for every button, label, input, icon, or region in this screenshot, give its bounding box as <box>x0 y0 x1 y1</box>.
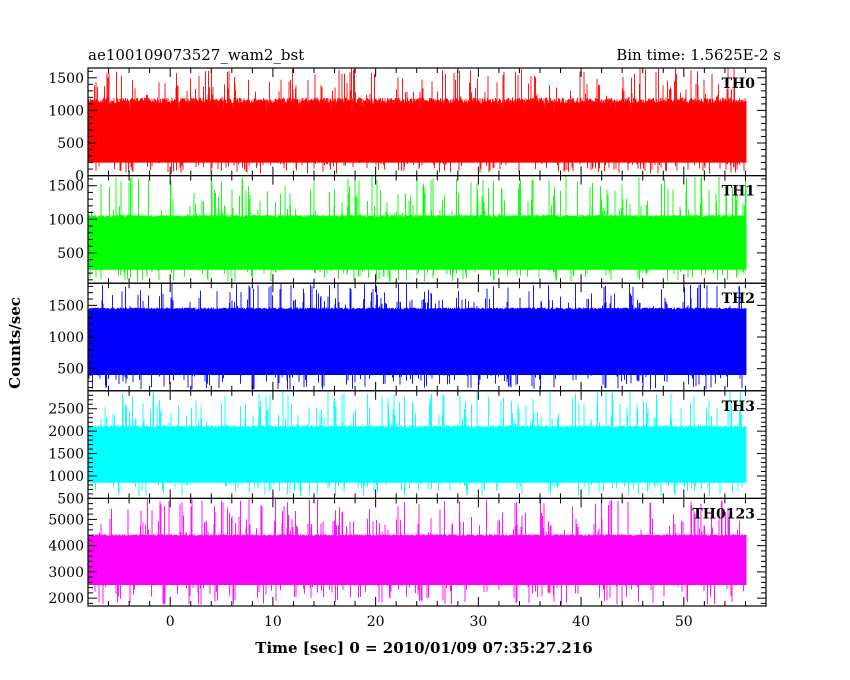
panel-th3: 500 1000 1500 2000 2500 TH3 <box>48 390 767 507</box>
panel-th1: 500 1000 1500 TH1 <box>48 175 767 284</box>
y-tick-label: 500 <box>57 491 84 507</box>
y-tick-label: 0 <box>75 169 84 185</box>
bin-time-label: Bin time: 1.5625E-2 s <box>616 46 781 64</box>
series-th1 <box>88 175 747 282</box>
y-tick-label: 1000 <box>48 212 84 228</box>
y-tick-label: 3000 <box>48 565 84 581</box>
panel-th0: 0 500 1000 1500 TH0 <box>48 67 767 185</box>
x-tick-label: 40 <box>572 614 590 630</box>
y-tick-label: 1500 <box>48 179 84 195</box>
panel-label: TH2 <box>722 291 755 307</box>
y-tick-label: 2500 <box>48 402 84 418</box>
series-th2 <box>88 283 747 390</box>
x-tick-label: 20 <box>367 614 385 630</box>
x-tick-label: 0 <box>166 614 175 630</box>
panel-th2: 500 1000 1500 TH2 <box>48 282 767 392</box>
panel-label: TH0123 <box>692 506 755 522</box>
y-tick-label: 1000 <box>48 330 84 346</box>
y-tick-label: 500 <box>57 362 84 378</box>
x-tick-label: 50 <box>675 614 693 630</box>
figure-title: ae100109073527_wam2_bst <box>88 46 304 64</box>
y-tick-label: 1000 <box>48 103 84 119</box>
y-tick-label: 1500 <box>48 298 84 314</box>
panel-label: TH0 <box>722 76 756 92</box>
x-axis-label: Time [sec] 0 = 2010/01/09 07:35:27.216 <box>255 639 592 657</box>
y-tick-label: 500 <box>57 246 84 262</box>
panel-label: TH1 <box>722 184 755 200</box>
series-th0 <box>88 68 747 174</box>
panel-th0123: 2000 3000 4000 5000 TH0123 <box>48 497 767 607</box>
y-tick-label: 500 <box>57 136 84 152</box>
y-tick-label: 2000 <box>48 591 84 607</box>
series-th3 <box>88 390 747 496</box>
y-tick-label: 4000 <box>48 539 84 555</box>
y-tick-label: 1500 <box>48 71 84 87</box>
y-tick-label: 5000 <box>48 512 84 528</box>
y-tick-label: 2000 <box>48 424 84 440</box>
x-tick-label: 30 <box>469 614 487 630</box>
series-th0123 <box>88 498 747 605</box>
panel-frame <box>87 497 767 607</box>
y-tick-label: 1000 <box>48 469 84 485</box>
x-tick-label: 10 <box>264 614 282 630</box>
panel-label: TH3 <box>722 399 755 415</box>
y-tick-label: 1500 <box>48 447 84 463</box>
y-axis-label: Counts/sec <box>6 297 24 389</box>
